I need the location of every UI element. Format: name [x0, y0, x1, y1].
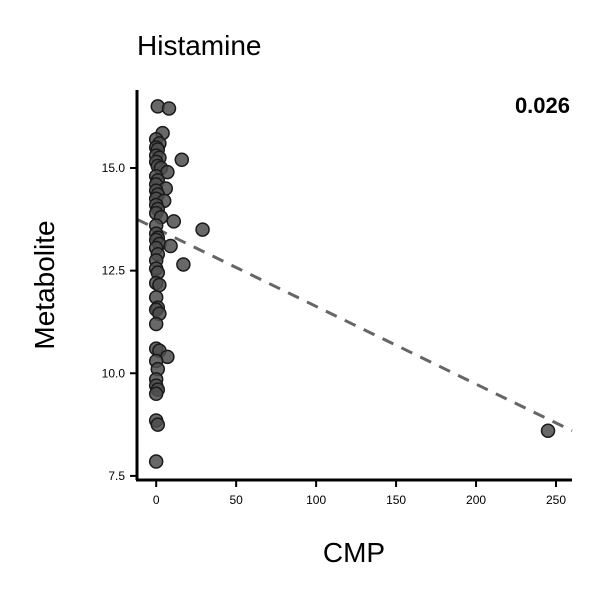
x-tick-label: 0	[153, 493, 160, 507]
data-point	[148, 386, 164, 402]
y-tick-label: 12.5	[102, 264, 126, 278]
y-axis-label: Metabolite	[29, 220, 60, 349]
x-tick-label: 50	[229, 493, 243, 507]
data-point	[148, 316, 164, 332]
data-point	[163, 238, 178, 254]
y-tick-label: 15.0	[102, 161, 126, 175]
y-tick-label: 10.0	[102, 366, 126, 380]
x-tick-label: 100	[306, 493, 326, 507]
x-axis-label: CMP	[323, 537, 385, 568]
x-tick-label: 150	[386, 493, 406, 507]
data-point	[152, 277, 167, 293]
y-tick-label: 7.5	[108, 469, 125, 483]
data-point	[148, 454, 164, 469]
x-tick-label: 200	[466, 493, 486, 507]
data-point	[195, 222, 210, 237]
data-point	[176, 257, 191, 272]
chart-title: Histamine	[137, 30, 261, 61]
data-point	[166, 214, 182, 229]
data-point	[161, 101, 177, 116]
data-point	[540, 423, 556, 438]
correlation-annotation: 0.026	[515, 93, 570, 118]
trend-line	[136, 217, 573, 433]
x-tick-label: 250	[546, 493, 566, 507]
data-point	[150, 417, 166, 432]
data-point	[174, 152, 190, 168]
